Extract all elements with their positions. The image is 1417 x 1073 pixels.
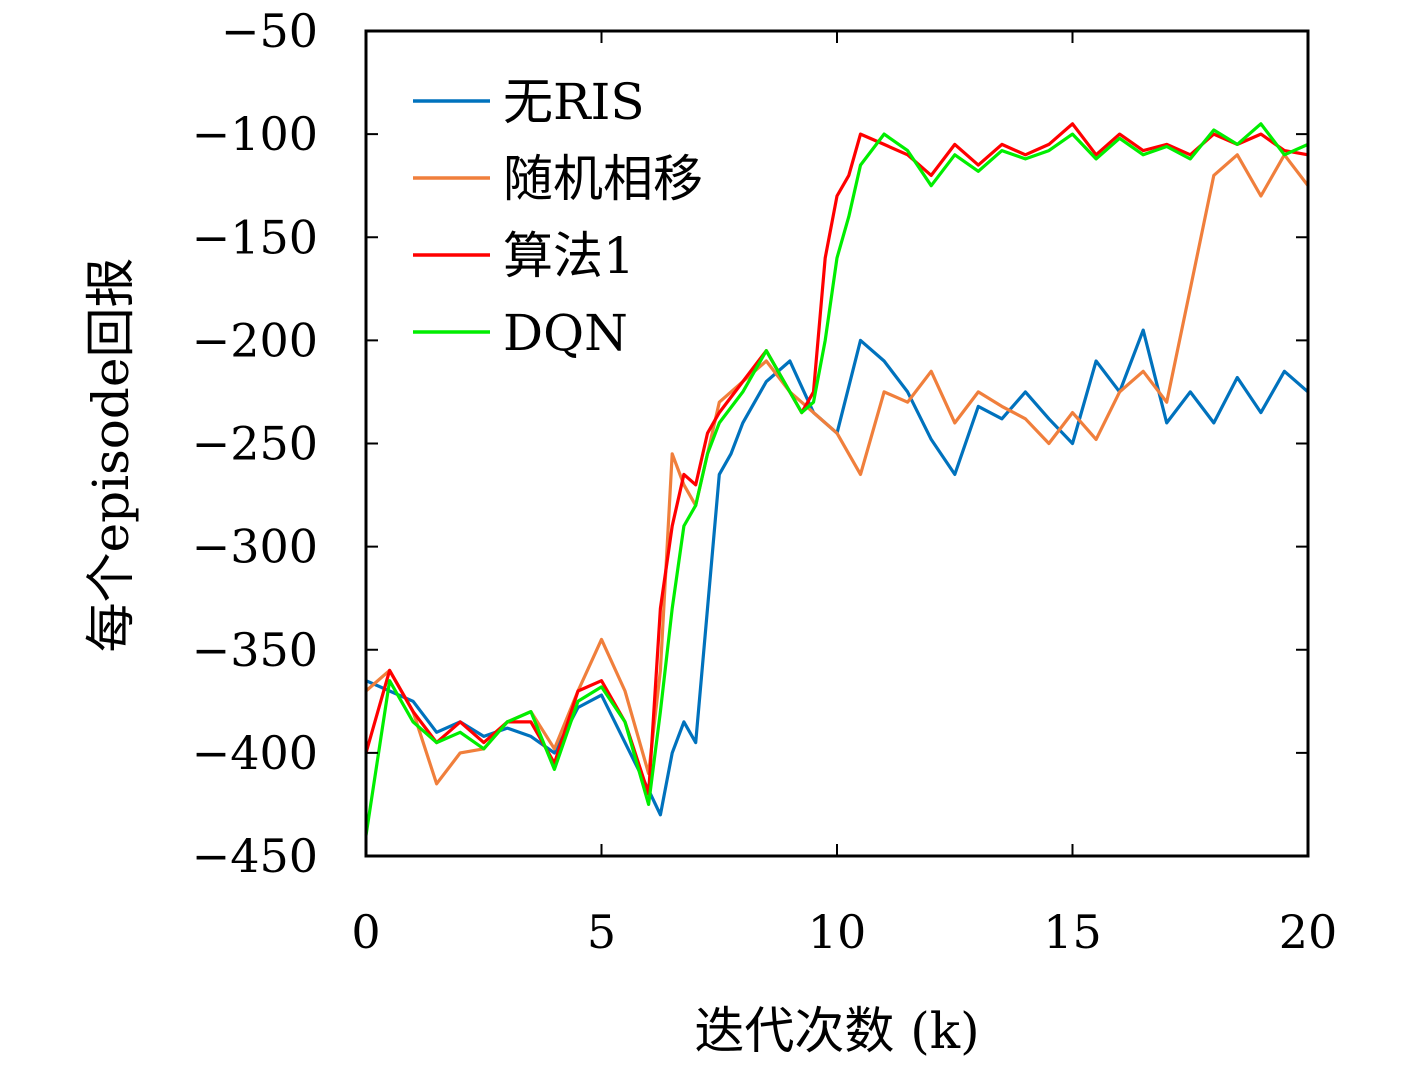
y-tick-label: −400 (192, 726, 318, 780)
series-line-0 (365, 328, 1310, 817)
y-tick-label: −300 (192, 520, 318, 574)
y-tick-label: −250 (192, 417, 318, 471)
legend-label-0: 无RIS (503, 73, 645, 131)
y-tick-label: −150 (192, 210, 318, 264)
y-tick-label: −50 (221, 4, 318, 58)
legend-label-1: 随机相移 (503, 150, 703, 208)
x-tick-label: 20 (1279, 905, 1338, 959)
y-tick-label: −450 (192, 829, 318, 883)
x-tick-label: 0 (351, 905, 380, 959)
x-tick-label: 10 (808, 905, 867, 959)
x-axis-title: 迭代次数 (k) (694, 1002, 979, 1060)
legend-label-2: 算法1 (503, 227, 635, 285)
y-tick-label: −100 (192, 107, 318, 161)
x-tick-label: 5 (587, 905, 616, 959)
plot-lines (364, 122, 1310, 836)
axis-ticks (365, 30, 1309, 857)
tick-labels: 0 5 10 15 20 −50 −100 −150 −200 −250 −300 −350 −400 −… (192, 4, 1338, 959)
y-axis-title: 每个episode回报 (82, 258, 140, 653)
series-line-2 (364, 122, 1309, 796)
y-tick-label: −200 (192, 313, 318, 367)
x-tick-label: 15 (1043, 905, 1102, 959)
y-tick-label: −350 (192, 623, 318, 677)
legend-label-3: DQN (503, 304, 628, 362)
series-line-3 (364, 122, 1309, 836)
